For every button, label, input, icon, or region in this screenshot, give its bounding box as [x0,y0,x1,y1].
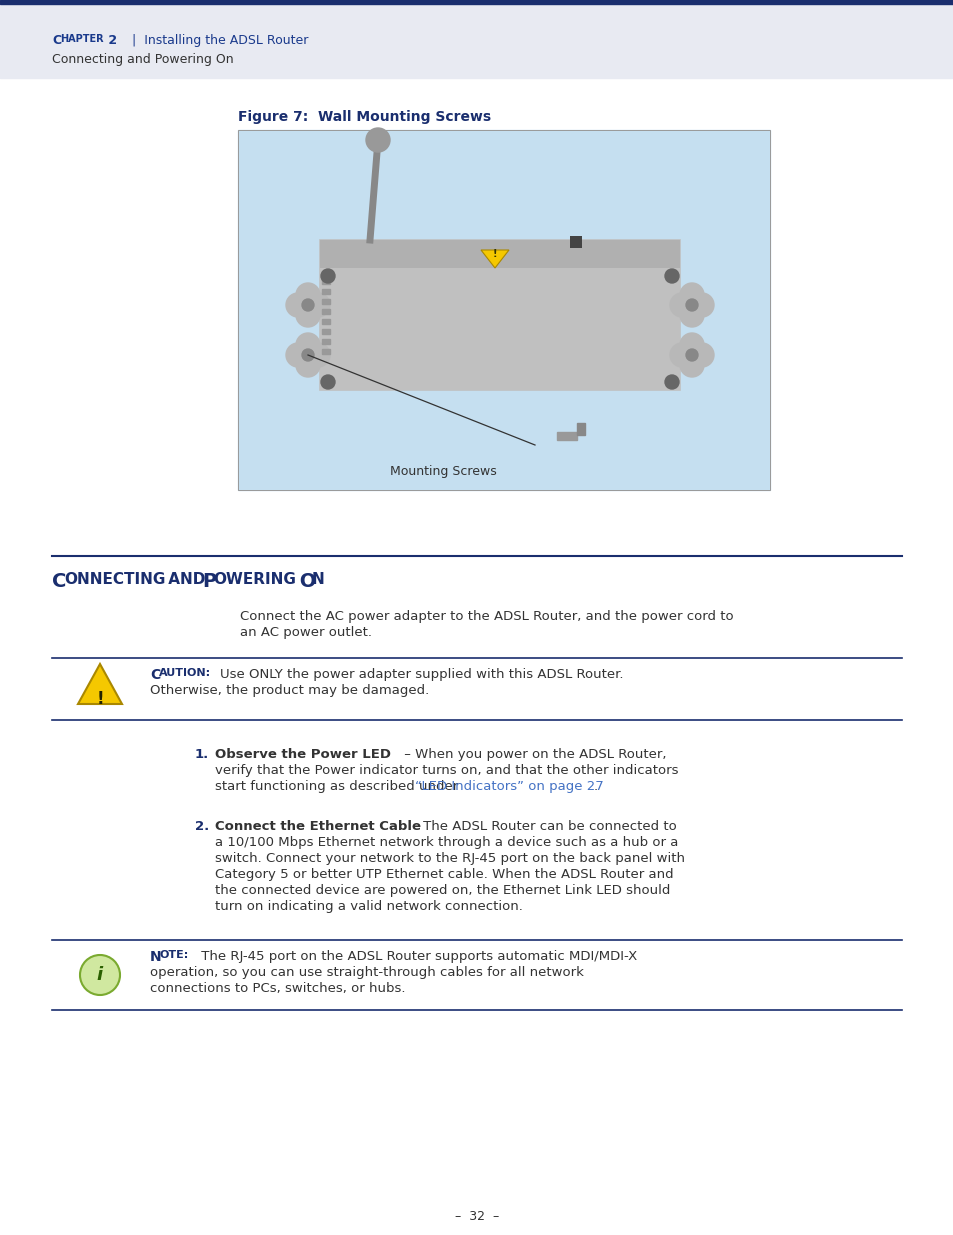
Text: AND: AND [163,572,211,587]
Circle shape [320,375,335,389]
Text: !: ! [493,249,497,259]
Text: an AC power outlet.: an AC power outlet. [240,626,372,638]
Polygon shape [480,249,509,268]
Bar [322,299,330,304]
Text: operation, so you can use straight-through cables for all network: operation, so you can use straight-throu… [150,966,583,979]
Circle shape [295,343,319,367]
Text: |  Installing the ADSL Router: | Installing the ADSL Router [124,35,308,47]
Text: C: C [150,668,160,682]
Text: 2: 2 [104,35,117,47]
Bar [319,240,679,268]
Circle shape [302,299,314,311]
Text: connections to PCs, switches, or hubs.: connections to PCs, switches, or hubs. [150,982,405,995]
Bar [322,329,330,333]
Circle shape [295,303,319,327]
Polygon shape [78,664,122,704]
Circle shape [366,128,390,152]
Text: “LED Indicators” on page 27: “LED Indicators” on page 27 [415,781,603,793]
Text: 2.: 2. [194,820,209,832]
Text: turn on indicating a valid network connection.: turn on indicating a valid network conne… [214,900,522,913]
Text: ONNECTING: ONNECTING [64,572,165,587]
Text: Connect the Ethernet Cable: Connect the Ethernet Cable [214,820,420,832]
Circle shape [664,269,679,283]
Text: switch. Connect your network to the RJ-45 port on the back panel with: switch. Connect your network to the RJ-4… [214,852,684,864]
Text: AUTION:: AUTION: [159,668,211,678]
Circle shape [80,955,120,995]
Text: verify that the Power indicator turns on, and that the other indicators: verify that the Power indicator turns on… [214,764,678,777]
Text: Mounting Screws: Mounting Screws [390,466,497,478]
Text: .: . [594,781,598,793]
Bar [322,338,330,345]
Bar [322,279,330,284]
Text: the connected device are powered on, the Ethernet Link LED should: the connected device are powered on, the… [214,884,670,897]
Text: HAPTER: HAPTER [60,35,104,44]
Circle shape [664,375,679,389]
Circle shape [679,283,703,308]
Circle shape [679,353,703,377]
Text: P: P [202,572,216,592]
Circle shape [295,283,319,308]
Text: i: i [97,966,103,984]
Bar [569,236,581,248]
Circle shape [286,343,310,367]
Text: – The ADSL Router can be connected to: – The ADSL Router can be connected to [408,820,676,832]
Text: C: C [52,35,61,47]
Text: N: N [312,572,324,587]
Text: N: N [150,950,161,965]
Text: –  32  –: – 32 – [455,1210,498,1223]
Circle shape [679,303,703,327]
Text: a 10/100 Mbps Ethernet network through a device such as a hub or a: a 10/100 Mbps Ethernet network through a… [214,836,678,848]
Text: 1.: 1. [194,748,209,761]
Bar [322,350,330,354]
Text: OTE:: OTE: [160,950,189,960]
Circle shape [320,269,335,283]
Text: Use ONLY the power adapter supplied with this ADSL Router.: Use ONLY the power adapter supplied with… [220,668,623,680]
Bar [322,319,330,324]
Bar [0,4,953,78]
Text: O: O [293,572,316,592]
Text: OWERING: OWERING [213,572,295,587]
Bar [322,309,330,314]
Circle shape [679,333,703,357]
Bar [237,130,769,490]
Circle shape [306,343,330,367]
Circle shape [669,293,693,317]
Circle shape [302,350,314,361]
Text: Observe the Power LED: Observe the Power LED [214,748,391,761]
Circle shape [669,343,693,367]
Bar [237,130,769,490]
Circle shape [295,353,319,377]
Text: Connect the AC power adapter to the ADSL Router, and the power cord to: Connect the AC power adapter to the ADSL… [240,610,733,622]
Text: start functioning as described under: start functioning as described under [214,781,462,793]
Circle shape [306,293,330,317]
Circle shape [685,350,698,361]
Circle shape [295,293,319,317]
Text: C: C [52,572,67,592]
Text: Category 5 or better UTP Ethernet cable. When the ADSL Router and: Category 5 or better UTP Ethernet cable.… [214,868,673,881]
Bar [557,432,577,440]
Circle shape [679,343,703,367]
Circle shape [685,299,698,311]
Text: Connecting and Powering On: Connecting and Powering On [52,53,233,65]
Bar [0,0,953,4]
Circle shape [679,293,703,317]
Text: Otherwise, the product may be damaged.: Otherwise, the product may be damaged. [150,684,429,697]
Circle shape [286,293,310,317]
Bar [577,424,584,435]
Bar [322,289,330,294]
Circle shape [295,333,319,357]
Circle shape [689,343,713,367]
Text: The RJ-45 port on the ADSL Router supports automatic MDI/MDI-X: The RJ-45 port on the ADSL Router suppor… [196,950,637,963]
Circle shape [689,293,713,317]
Bar [319,240,679,390]
Text: Figure 7:  Wall Mounting Screws: Figure 7: Wall Mounting Screws [237,110,491,124]
Text: !: ! [96,690,104,708]
Text: – When you power on the ADSL Router,: – When you power on the ADSL Router, [399,748,666,761]
